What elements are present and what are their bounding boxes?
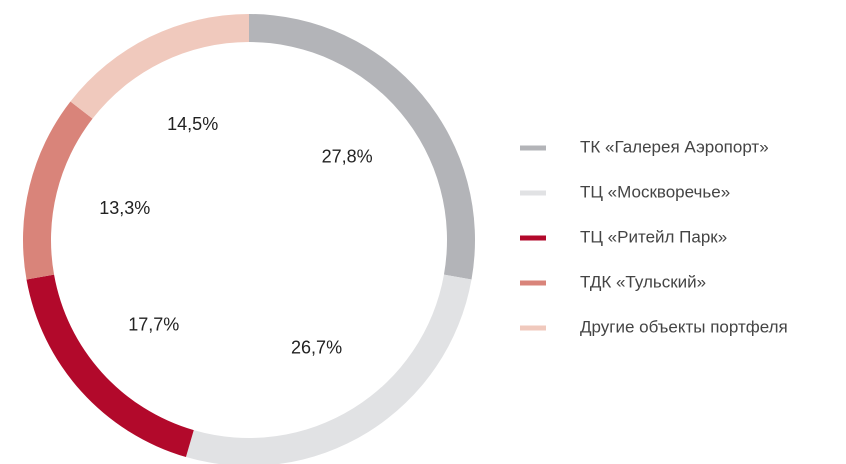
legend-swatch bbox=[520, 325, 546, 331]
donut-segment bbox=[23, 101, 93, 280]
data-label: 26,7% bbox=[291, 337, 342, 357]
data-label: 14,5% bbox=[167, 114, 218, 134]
donut-segment bbox=[26, 274, 194, 458]
legend-label: ТЦ «Ритейл Парк» bbox=[580, 227, 727, 246]
legend-label: ТДК «Тульский» bbox=[580, 272, 706, 291]
legend-label: Другие объекты портфеля bbox=[580, 317, 788, 336]
legend-label: ТК «Галерея Аэропорт» bbox=[580, 137, 769, 156]
legend-label: ТЦ «Москворечье» bbox=[580, 182, 730, 201]
donut-segment bbox=[70, 14, 250, 119]
data-label: 27,8% bbox=[322, 147, 373, 167]
data-label: 17,7% bbox=[128, 314, 179, 334]
donut-segment bbox=[249, 14, 475, 280]
data-label: 13,3% bbox=[99, 198, 150, 218]
legend-swatch bbox=[520, 190, 546, 196]
donut-segment bbox=[185, 274, 472, 464]
legend-swatch bbox=[520, 280, 546, 286]
legend-swatch bbox=[520, 235, 546, 241]
legend-swatch bbox=[520, 145, 546, 151]
